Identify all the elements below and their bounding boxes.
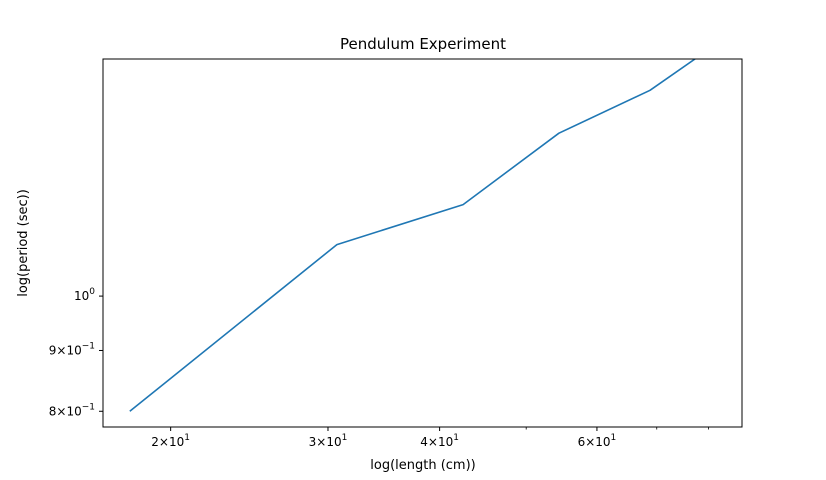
axis-ticks: 2×101 3×101 4×101 6×101 8×10−1 9×10−1 100 — [49, 287, 709, 449]
chart-title: Pendulum Experiment — [340, 35, 506, 53]
axes-frame — [102, 58, 743, 428]
series-line-0 — [129, 59, 697, 412]
x-axis-label: log(length (cm)) — [370, 458, 476, 473]
x-tick-label-0: 2×101 — [151, 433, 190, 449]
y-tick-label-0: 8×10−1 — [49, 402, 95, 418]
y-tick-label-2: 100 — [74, 287, 95, 303]
x-tick-label-2: 4×101 — [420, 433, 459, 449]
plot-area — [129, 59, 697, 412]
y-tick-label-1: 9×10−1 — [49, 341, 95, 357]
y-axis-label: log(period (sec)) — [16, 189, 31, 297]
x-tick-label-3: 6×101 — [578, 433, 617, 449]
x-tick-label-1: 3×101 — [309, 433, 348, 449]
